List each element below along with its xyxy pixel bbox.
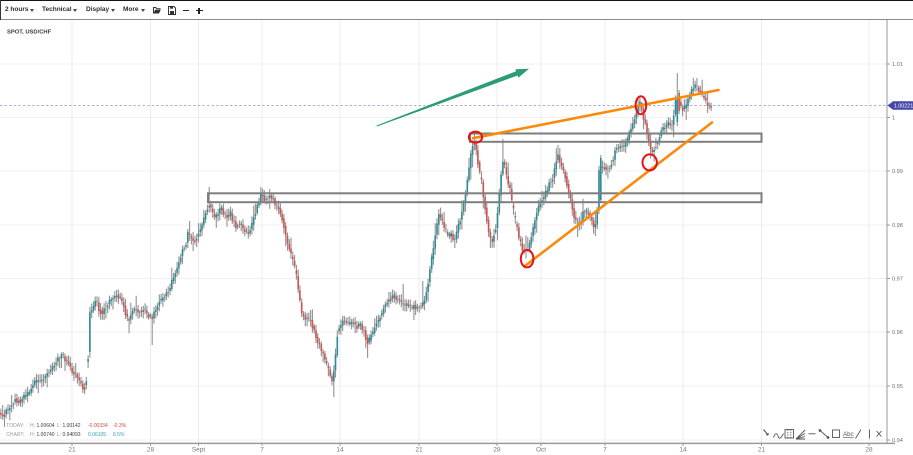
svg-text:14: 14 (679, 447, 687, 454)
svg-text:0.95: 0.95 (892, 384, 903, 390)
svg-text:1.00221: 1.00221 (894, 104, 913, 110)
svg-text:Sept: Sept (192, 447, 206, 454)
svg-text:0.94: 0.94 (892, 438, 903, 444)
svg-text:SPOT, USD/CHF: SPOT, USD/CHF (7, 30, 52, 36)
svg-text:21: 21 (758, 447, 766, 454)
svg-text:21: 21 (415, 447, 423, 454)
svg-text:28: 28 (493, 447, 501, 454)
svg-text:28: 28 (147, 447, 155, 454)
svg-text:0.97: 0.97 (892, 277, 903, 283)
svg-text:0.98: 0.98 (892, 223, 903, 229)
svg-text:0.96: 0.96 (892, 330, 903, 336)
svg-text:0.99: 0.99 (892, 169, 903, 175)
svg-text:28: 28 (865, 447, 873, 454)
svg-text:7: 7 (260, 447, 264, 454)
svg-text:Oct: Oct (536, 447, 546, 454)
svg-text:21: 21 (68, 447, 76, 454)
svg-text:Abc: Abc (843, 431, 854, 438)
svg-text:1.01: 1.01 (892, 62, 903, 68)
svg-text:14: 14 (336, 447, 344, 454)
svg-text:7: 7 (603, 447, 607, 454)
svg-text:1: 1 (892, 116, 895, 122)
